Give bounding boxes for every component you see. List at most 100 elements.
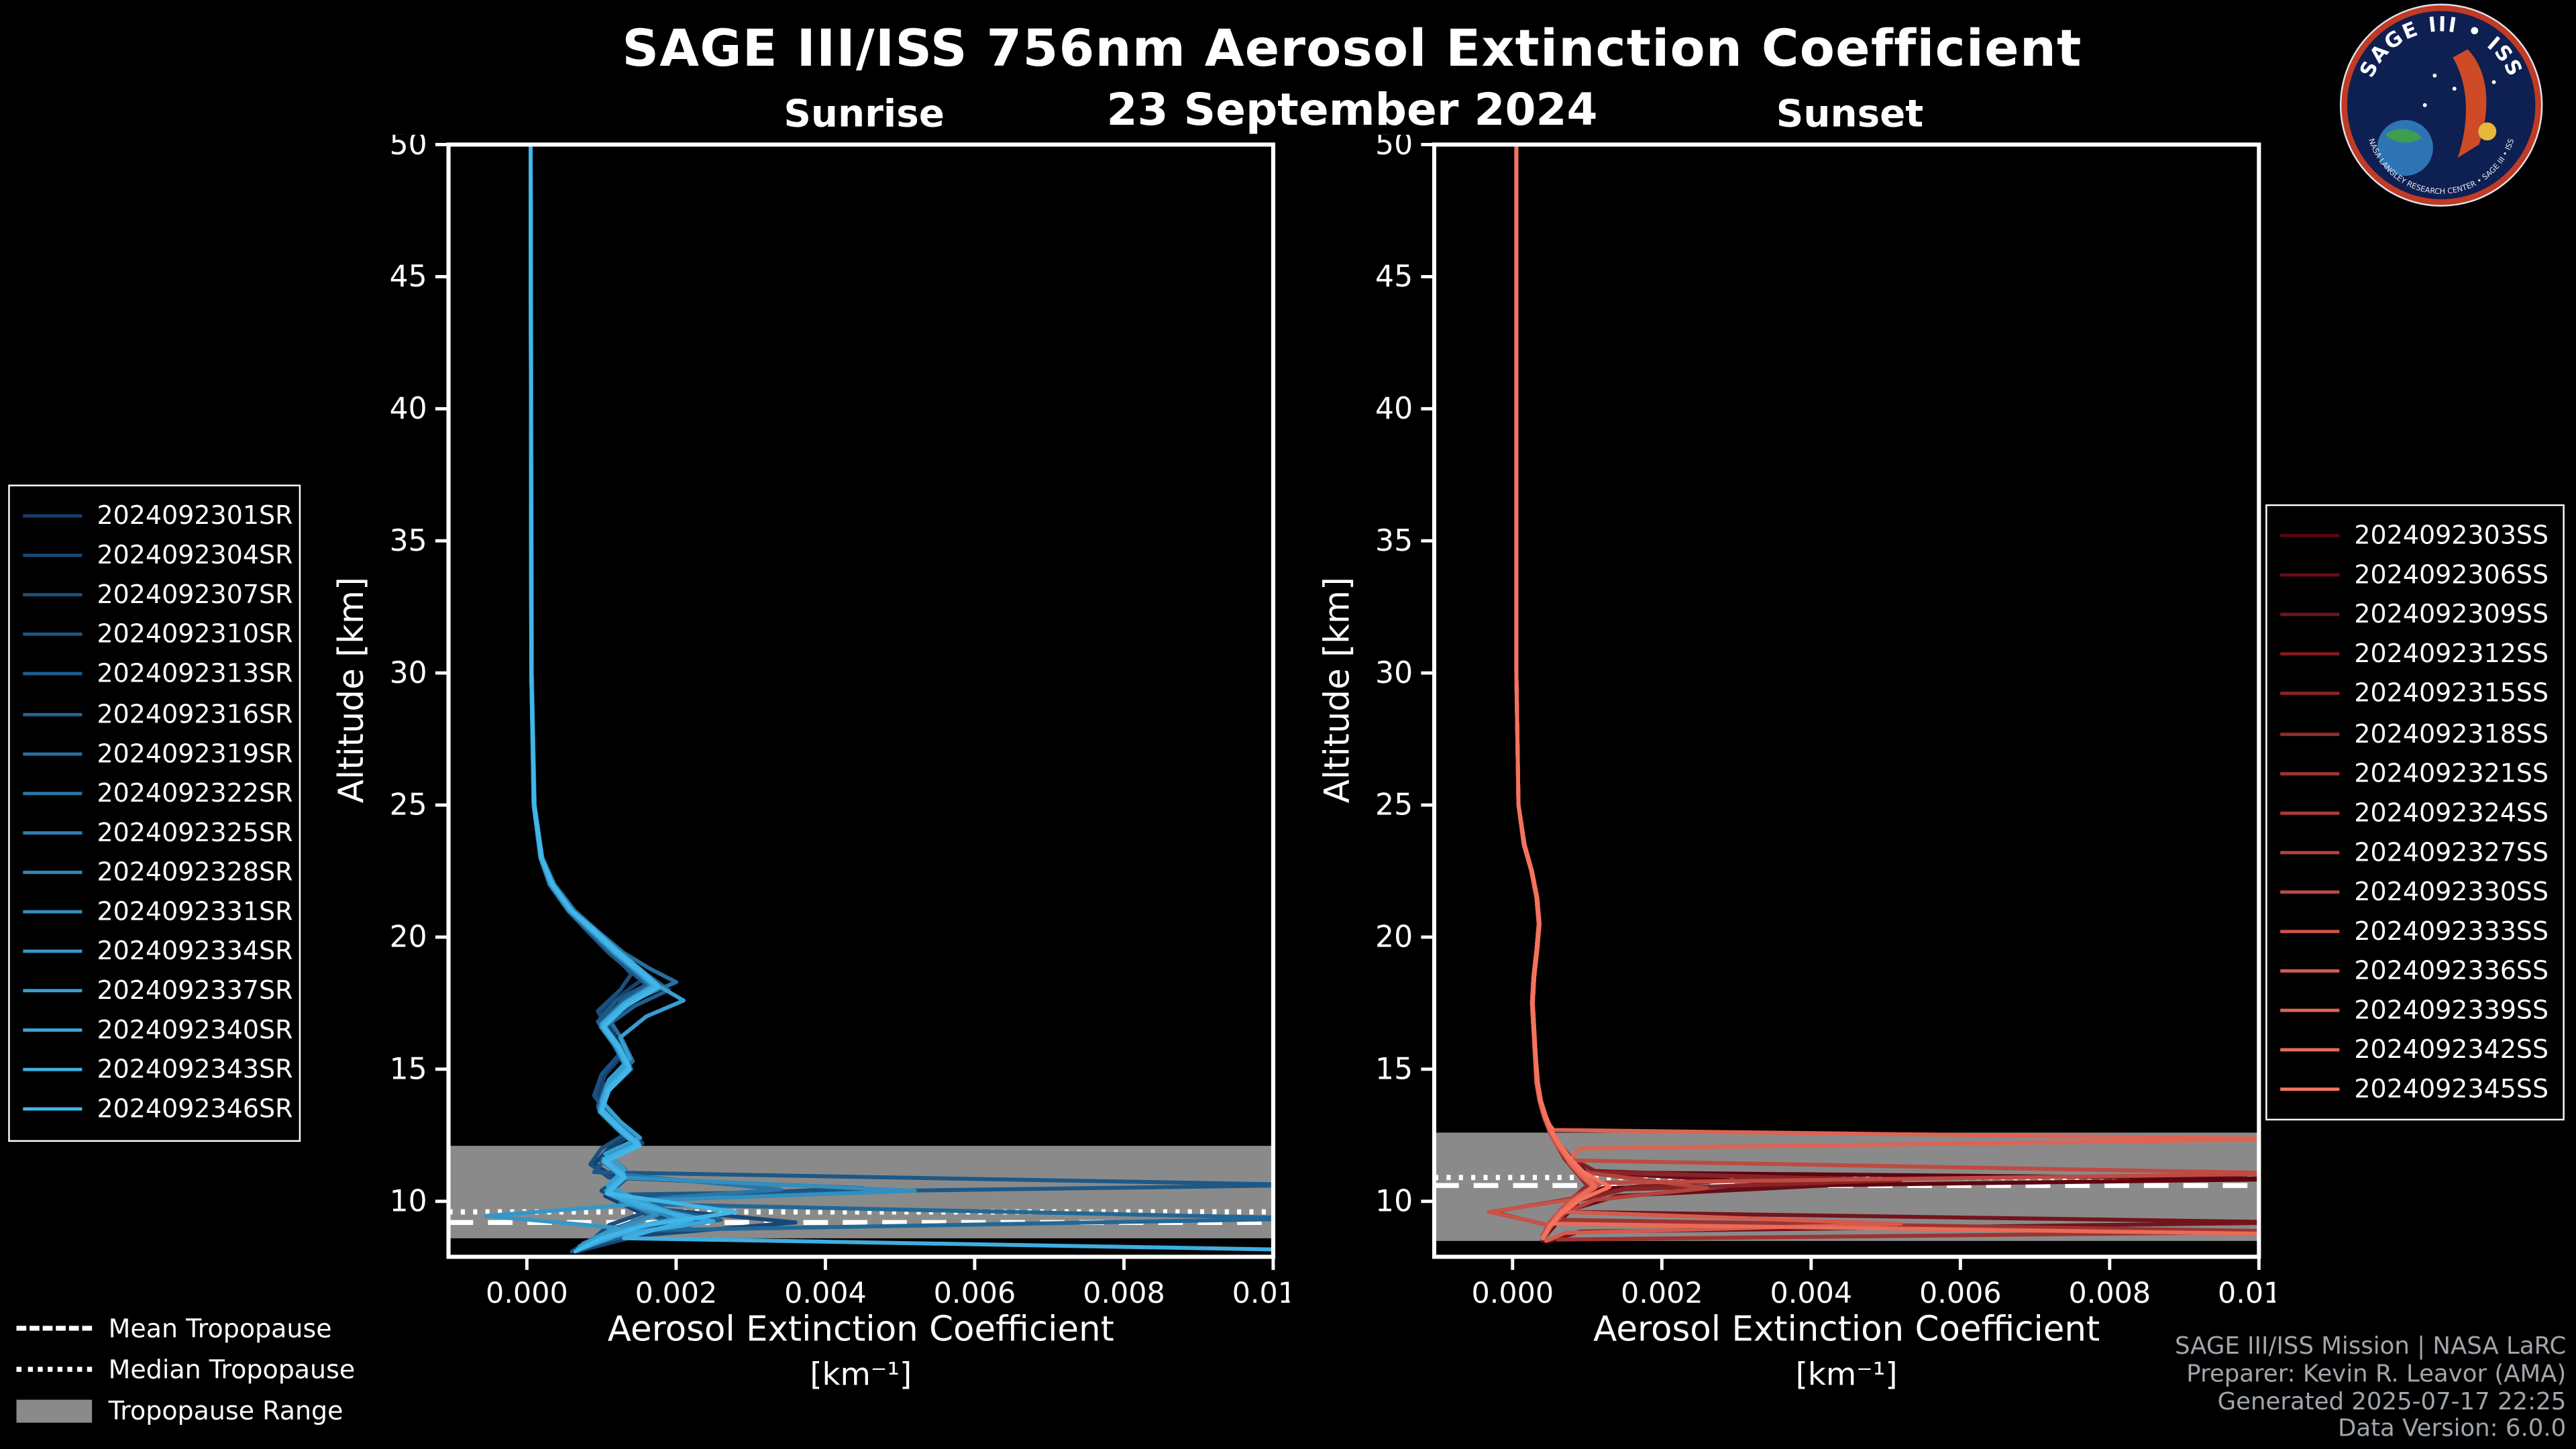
axes-frame [446,142,1276,1259]
legend-label: 2024092306SS [2354,560,2549,590]
legend-item: 2024092303SS [2280,516,2550,555]
y-tick-label: 10 [1375,1184,1413,1218]
legend-line-swatch [2280,771,2340,775]
mean-tropopause-swatch [16,1326,93,1331]
y-tick-label: 10 [390,1184,427,1218]
x-tick-label: 0.006 [1919,1277,2002,1310]
legend-item: 2024092319SR [23,734,292,773]
x-tick-label: 0.004 [784,1277,867,1310]
legend-line-swatch [2280,969,2340,973]
profile-line-2024092318SS [1489,144,1589,1240]
legend-label: 2024092330SS [2354,877,2549,907]
tropopause-range-legend-item: Tropopause Range [16,1390,355,1431]
legend-line-swatch [23,751,83,755]
legend-label: 2024092321SS [2354,758,2549,788]
x-tick-label: 0.008 [2069,1277,2151,1310]
profile-line-2024092333SS [1487,144,1601,1240]
profile-line-2024092339SS [1514,144,2259,1240]
legend-label: 2024092345SS [2354,1075,2549,1105]
legend-label: 2024092316SR [97,699,293,729]
legend-item: 2024092330SS [2280,872,2550,912]
legend-line-swatch [23,989,83,993]
legend-label: 2024092333SS [2354,916,2549,947]
x-tick-label: 0.002 [1621,1277,1703,1310]
legend-line-swatch [23,593,83,597]
page-title: SAGE III/ISS 756nm Aerosol Extinction Co… [622,19,2082,79]
legend-item: 2024092312SS [2280,635,2550,674]
credits-block: SAGE III/ISS Mission | NASA LaRC Prepare… [2175,1334,2566,1444]
credit-generated: Generated 2025-07-17 22:25 [2217,1389,2567,1416]
sunset-plot: 0.000 0.002 0.004 0.006 0.008 0.010 10 15 20 25 30… [1375,135,2275,1310]
sunrise-x-axis-label: Aerosol Extinction Coefficient [607,1309,1114,1349]
logo-star [2491,80,2496,85]
legend-line-swatch [2280,613,2340,616]
legend-label: 2024092324SS [2354,798,2549,828]
legend-line-swatch [2280,1009,2340,1012]
y-tick-label: 15 [1375,1053,1413,1087]
legend-label: 2024092313SR [97,659,293,690]
profile-line-2024092307SR [529,144,865,1254]
legend-line-swatch [2280,692,2340,696]
x-tick-label: 0.010 [2218,1277,2275,1310]
legend-line-swatch [23,1028,83,1032]
sunrise-y-axis-label: Altitude [km] [331,576,372,804]
legend-label: 2024092309SS [2354,600,2549,630]
sunrise-legend: 2024092301SR 2024092304SR 2024092307SR 2024… [8,484,301,1141]
profile-line-2024092321SS [1514,144,2259,1242]
legend-line-swatch [23,1068,83,1072]
legend-line-swatch [23,672,83,676]
y-tick-label: 50 [390,135,427,162]
legend-item: 2024092325SR [23,813,292,853]
y-tick-label: 25 [1375,788,1413,822]
legend-item: 2024092334SR [23,932,292,971]
profile-line-2024092310SR [529,144,1273,1251]
profile-line-2024092340SR [529,144,716,1251]
credit-version: Data Version: 6.0.0 [2338,1416,2567,1444]
legend-label: 2024092337SR [97,976,293,1006]
legend-label: 2024092318SS [2354,718,2549,749]
profile-line-2024092330SS [1514,144,2259,1238]
y-tick-label: 20 [390,920,427,955]
median-tropopause-label: Median Tropopause [108,1354,356,1385]
profile-line-2024092304SR [529,144,798,1251]
logo-earth-land [2385,128,2422,143]
profile-line-2024092337SR [529,144,686,1248]
y-tick-label: 25 [390,788,427,822]
legend-item: 2024092340SR [23,1011,292,1051]
profile-line-2024092345SS [1514,144,1612,1240]
sunset-x-axis-label: Aerosol Extinction Coefficient [1593,1309,2100,1349]
legend-item: 2024092336SS [2280,951,2550,991]
logo-art [2377,49,2497,176]
y-tick-label: 30 [390,656,427,690]
legend-line-swatch [23,949,83,953]
legend-label: 2024092328SR [97,857,293,888]
median-tropopause-swatch [16,1366,93,1372]
legend-item: 2024092339SS [2280,991,2550,1030]
legend-label: 2024092325SR [97,818,293,848]
legend-item: 2024092321SS [2280,753,2550,793]
legend-label: 2024092334SR [97,936,293,967]
legend-label: 2024092322SR [97,778,293,808]
legend-line-swatch [23,712,83,716]
legend-label: 2024092339SS [2354,996,2549,1026]
legend-item: 2024092333SS [2280,912,2550,951]
y-tick-label: 45 [1375,260,1413,294]
profile-line-2024092312SS [1514,144,1776,1240]
profile-line-2024092334SR [484,144,656,1251]
y-tick-label: 40 [390,392,427,426]
legend-item: 2024092328SR [23,853,292,892]
legend-line-swatch [2280,1088,2340,1092]
sunset-y-axis-label: Altitude [km] [1318,576,1357,804]
y-tick-label: 35 [390,524,427,558]
y-tick-label: 40 [1375,392,1413,426]
x-tick-label: 0.000 [1471,1277,1554,1310]
x-tick-label: 0.002 [635,1277,718,1310]
legend-line-swatch [2280,811,2340,814]
legend-item: 2024092306SS [2280,555,2550,595]
legend-item: 2024092318SS [2280,714,2550,753]
profile-line-2024092322SR [529,144,783,1246]
legend-line-swatch [2280,653,2340,656]
legend-line-swatch [23,870,83,874]
legend-label: 2024092340SR [97,1016,293,1046]
